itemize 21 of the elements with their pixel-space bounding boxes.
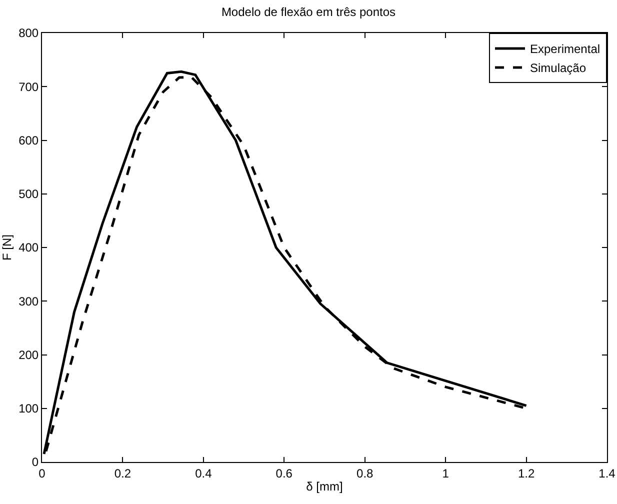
y-tick-label: 700 <box>18 80 39 94</box>
x-tick-label: 1.4 <box>598 466 616 480</box>
x-tick-label: 0.8 <box>356 466 374 480</box>
y-tick-label: 600 <box>18 133 39 148</box>
x-tick-label: 0.2 <box>114 466 132 480</box>
x-tick-label: 0.6 <box>276 466 293 480</box>
x-axis-title: δ [mm] <box>306 479 343 494</box>
y-tick-label: 0 <box>32 455 39 470</box>
y-tick-label: 100 <box>18 402 39 416</box>
y-axis-title: F [N] <box>0 234 14 260</box>
y-tick-label: 300 <box>18 294 39 308</box>
x-tick-label: 0.4 <box>195 466 212 480</box>
y-tick-label: 500 <box>18 187 39 202</box>
y-tick-label: 800 <box>18 26 39 40</box>
legend-label: Experimental <box>530 42 600 56</box>
x-tick-label: 1 <box>442 466 450 480</box>
y-tick-label: 200 <box>18 348 39 362</box>
chart-title: Modelo de flexão em três pontos <box>221 4 396 19</box>
x-tick-label: 1.2 <box>518 466 535 480</box>
legend-label: Simulação <box>530 61 586 76</box>
y-tick-label: 400 <box>18 240 39 255</box>
